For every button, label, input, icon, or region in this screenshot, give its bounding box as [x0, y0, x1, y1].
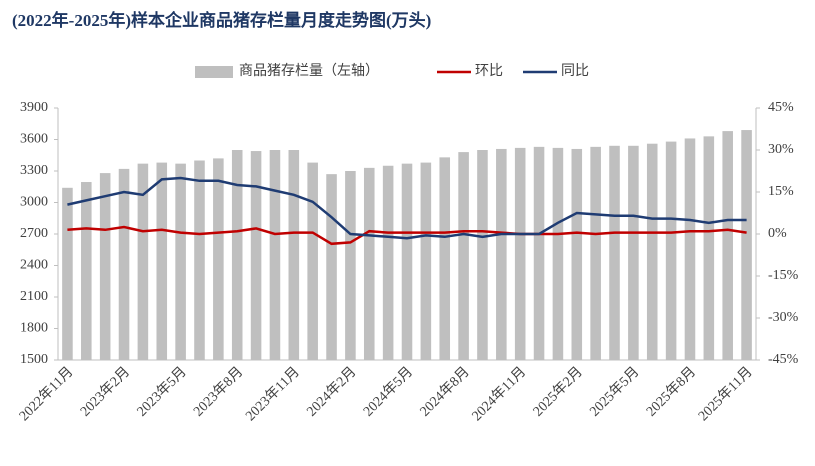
- x-tick-label: 2022年11月: [16, 364, 76, 424]
- legend-label: 同比: [561, 63, 589, 79]
- bar: [194, 160, 205, 360]
- y2-tick-label: -45%: [768, 352, 799, 367]
- bar: [496, 148, 507, 360]
- y-tick-label: 2100: [20, 289, 48, 304]
- y2-tick-label: -15%: [768, 268, 799, 283]
- bar: [703, 136, 715, 360]
- bar: [269, 150, 281, 360]
- bar: [288, 150, 300, 360]
- bar: [439, 157, 451, 360]
- bar: [420, 162, 432, 360]
- y2-tick-label: 0%: [768, 226, 787, 241]
- bar: [363, 167, 375, 360]
- x-tick-label: 2024年8月: [417, 364, 473, 420]
- line: [67, 176, 747, 240]
- y2-tick-label: 30%: [768, 142, 794, 157]
- bar: [609, 145, 620, 360]
- bar: [741, 130, 752, 360]
- bar: [722, 131, 733, 360]
- x-tick-label: 2024年2月: [304, 364, 360, 420]
- bar: [514, 147, 526, 360]
- y2-tick-label: -30%: [768, 310, 799, 325]
- bar: [533, 146, 545, 360]
- bar: [665, 141, 677, 360]
- bar: [99, 173, 111, 360]
- y-tick-label: 3300: [20, 163, 48, 178]
- bar: [590, 146, 601, 360]
- bar: [628, 145, 639, 360]
- y-tick-label: 2400: [20, 258, 48, 273]
- x-tick-label: 2025年11月: [695, 364, 755, 424]
- bar: [345, 171, 356, 360]
- legend-label: 商品猪存栏量（左轴）: [239, 63, 379, 79]
- x-tick-label: 2024年5月: [360, 364, 416, 420]
- x-tick-label: 2024年11月: [469, 364, 529, 424]
- bar: [250, 151, 262, 360]
- bar: [231, 150, 243, 360]
- x-tick-label: 2023年8月: [190, 364, 246, 420]
- bar: [552, 147, 564, 360]
- bar: [646, 143, 658, 360]
- bar: [684, 138, 696, 360]
- y-tick-label: 3600: [20, 132, 48, 147]
- y-tick-label: 2700: [20, 226, 48, 241]
- bar: [307, 162, 318, 360]
- bar: [81, 182, 92, 360]
- bar: [213, 158, 224, 360]
- x-tick-label: 2025年8月: [643, 364, 699, 420]
- bar: [326, 174, 337, 360]
- x-tick-label: 2025年2月: [530, 364, 586, 420]
- bar: [382, 165, 394, 360]
- x-tick-label: 2025年5月: [587, 364, 643, 420]
- legend-swatch: [195, 66, 233, 78]
- bar: [156, 162, 168, 360]
- bar: [571, 148, 583, 360]
- y2-tick-label: 15%: [768, 184, 794, 199]
- chart-title: (2022年-2025年)样本企业商品猪存栏量月度走势图(万头): [12, 10, 431, 30]
- bar: [477, 150, 488, 360]
- legend-label: 环比: [475, 63, 503, 79]
- y-tick-label: 1500: [20, 352, 48, 367]
- x-tick-label: 2023年11月: [242, 364, 302, 424]
- x-tick-label: 2023年5月: [134, 364, 190, 420]
- bar: [137, 163, 149, 360]
- bar: [175, 163, 186, 360]
- x-tick-label: 2023年2月: [77, 364, 133, 420]
- bar: [62, 187, 73, 360]
- y2-tick-label: 45%: [768, 100, 794, 115]
- y-tick-label: 1800: [20, 321, 48, 336]
- y-tick-label: 3900: [20, 100, 48, 115]
- bar: [118, 168, 130, 360]
- line: [67, 225, 747, 246]
- bar: [401, 163, 413, 360]
- y-tick-label: 3000: [20, 195, 48, 210]
- bar: [458, 152, 469, 360]
